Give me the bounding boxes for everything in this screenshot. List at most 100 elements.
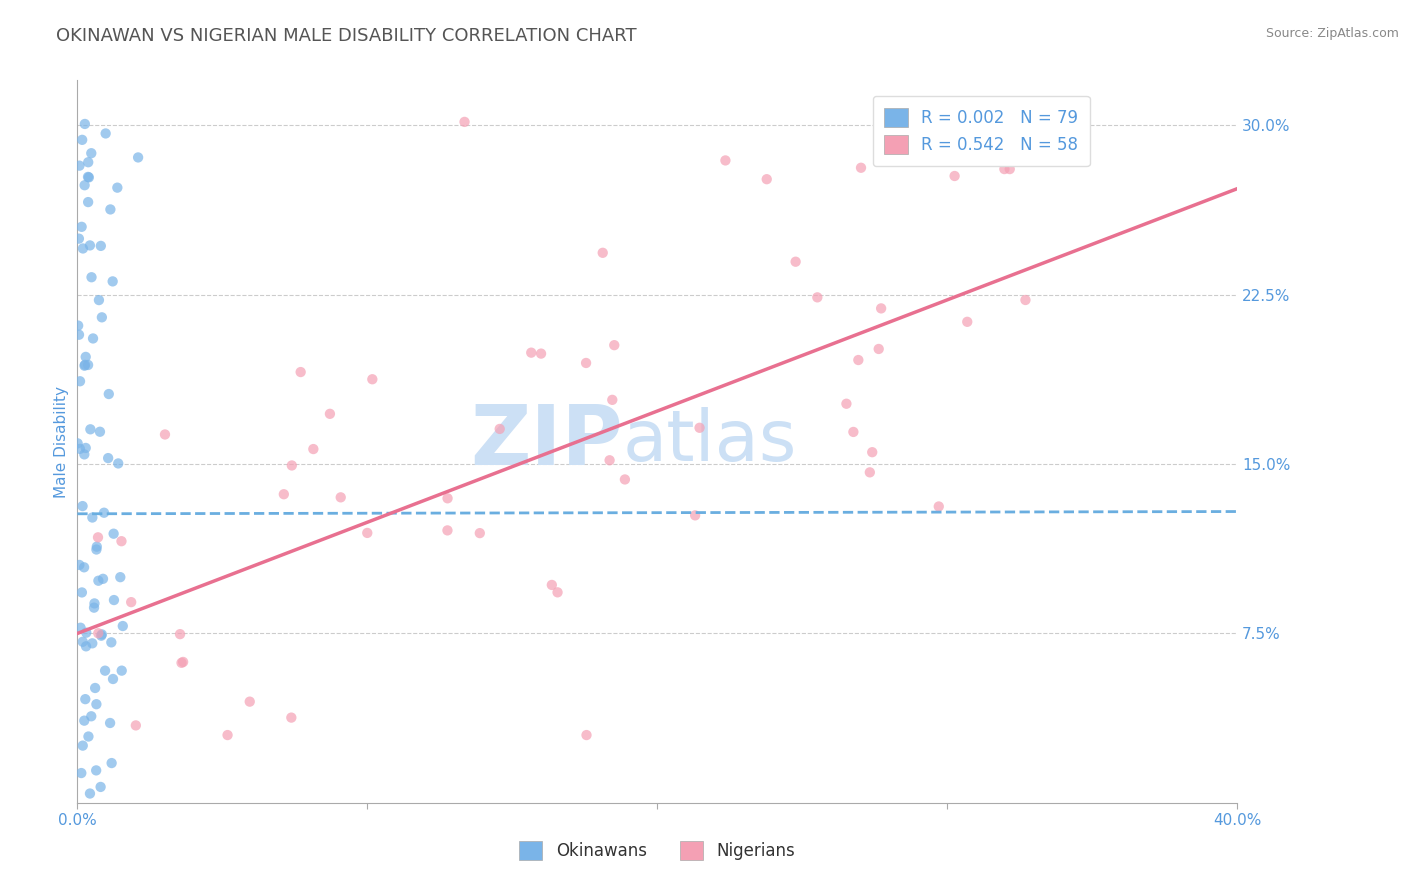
- Point: [575, 356, 598, 370]
- Point: [90, 310, 112, 325]
- Point: [82, 510, 104, 524]
- Point: [72, 499, 94, 513]
- Point: [75, 692, 97, 706]
- Point: [356, 525, 378, 540]
- Point: [97, 387, 120, 401]
- Point: [540, 578, 562, 592]
- Point: [600, 392, 623, 407]
- Point: [239, 695, 262, 709]
- Point: [70, 219, 93, 234]
- Point: [107, 457, 129, 471]
- Point: [75, 350, 97, 364]
- Point: [592, 245, 614, 260]
- Point: [689, 421, 711, 435]
- Point: [82, 636, 104, 650]
- Point: [111, 619, 134, 633]
- Point: [73, 447, 96, 461]
- Point: [97, 451, 120, 466]
- Point: [870, 301, 893, 316]
- Point: [70, 133, 93, 147]
- Point: [860, 445, 883, 459]
- Point: [83, 596, 105, 610]
- Point: [77, 358, 100, 372]
- Point: [280, 710, 302, 724]
- Point: [75, 625, 97, 640]
- Point: [83, 600, 105, 615]
- Point: [998, 162, 1021, 177]
- Point: [169, 627, 191, 641]
- Point: [835, 397, 858, 411]
- Point: [100, 202, 122, 217]
- Point: [755, 172, 778, 186]
- Point: [846, 353, 869, 368]
- Point: [72, 242, 94, 256]
- Point: [125, 718, 148, 732]
- Point: [73, 117, 96, 131]
- Point: [86, 542, 108, 557]
- Point: [110, 570, 132, 584]
- Point: [87, 530, 110, 544]
- Point: [100, 756, 122, 770]
- Text: OKINAWAN VS NIGERIAN MALE DISABILITY CORRELATION CHART: OKINAWAN VS NIGERIAN MALE DISABILITY COR…: [56, 27, 637, 45]
- Point: [153, 427, 176, 442]
- Point: [868, 342, 890, 356]
- Point: [94, 664, 117, 678]
- Point: [72, 634, 94, 648]
- Legend: Okinawans, Nigerians: Okinawans, Nigerians: [512, 834, 803, 867]
- Point: [575, 728, 598, 742]
- Point: [73, 358, 96, 372]
- Point: [613, 473, 636, 487]
- Point: [70, 766, 93, 780]
- Point: [290, 365, 312, 379]
- Point: [90, 780, 112, 794]
- Point: [90, 629, 112, 643]
- Point: [111, 664, 134, 678]
- Point: [98, 716, 121, 731]
- Point: [67, 232, 90, 246]
- Point: [956, 315, 979, 329]
- Point: [93, 506, 115, 520]
- Point: [80, 146, 103, 161]
- Point: [436, 524, 458, 538]
- Point: [785, 254, 807, 268]
- Point: [683, 508, 706, 523]
- Point: [77, 169, 100, 184]
- Point: [87, 626, 110, 640]
- Point: [77, 730, 100, 744]
- Point: [170, 656, 193, 670]
- Point: [547, 585, 569, 599]
- Point: [67, 558, 90, 572]
- Point: [468, 526, 491, 541]
- Point: [488, 422, 510, 436]
- Point: [75, 640, 97, 654]
- Point: [1014, 293, 1036, 307]
- Point: [82, 331, 104, 345]
- Point: [100, 635, 122, 649]
- Point: [70, 585, 93, 599]
- Point: [79, 787, 101, 801]
- Point: [361, 372, 384, 386]
- Point: [928, 500, 950, 514]
- Point: [859, 466, 882, 480]
- Point: [530, 346, 553, 360]
- Point: [84, 764, 107, 778]
- Point: [91, 572, 114, 586]
- Point: [172, 655, 194, 669]
- Point: [110, 534, 132, 549]
- Point: [842, 425, 865, 439]
- Point: [67, 318, 90, 333]
- Point: [603, 338, 626, 352]
- Point: [77, 195, 100, 210]
- Point: [520, 345, 543, 359]
- Point: [273, 487, 295, 501]
- Point: [103, 526, 125, 541]
- Point: [849, 161, 872, 175]
- Point: [599, 453, 621, 467]
- Point: [72, 739, 94, 753]
- Point: [73, 359, 96, 373]
- Point: [69, 442, 91, 456]
- Point: [87, 574, 110, 588]
- Point: [77, 155, 100, 169]
- Point: [90, 627, 112, 641]
- Point: [94, 127, 117, 141]
